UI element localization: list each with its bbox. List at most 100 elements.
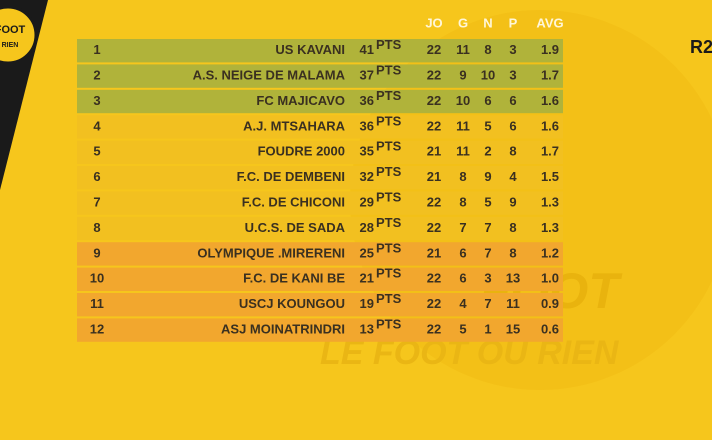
rank: 2 (93, 68, 100, 83)
stat-jo: 22 (427, 93, 441, 108)
stat-jo: 21 (427, 144, 441, 159)
column-header: N (483, 15, 492, 30)
stat-jo: 22 (427, 68, 441, 83)
stat-n: 7 (484, 220, 491, 235)
team-name: A.S. NEIGE DE MALAMA (193, 68, 346, 83)
stat-avg: 1.3 (541, 195, 559, 210)
stat-p: 8 (509, 245, 516, 260)
points: 36 (360, 118, 374, 133)
rank: 1 (93, 42, 100, 57)
stat-n: 7 (484, 245, 491, 260)
stat-n: 5 (484, 195, 491, 210)
stat-p: 8 (509, 144, 516, 159)
points-unit: PTS (376, 164, 402, 179)
points-unit: PTS (376, 215, 402, 230)
points-unit: PTS (376, 291, 402, 306)
row-background (77, 293, 563, 317)
points: 21 (360, 271, 374, 286)
stat-g: 6 (459, 245, 466, 260)
team-name: FC MAJICAVO (256, 93, 345, 108)
rank: 3 (93, 93, 100, 108)
stat-g: 7 (459, 220, 466, 235)
points: 37 (360, 68, 374, 83)
stat-n: 6 (484, 93, 491, 108)
points: 19 (360, 296, 374, 311)
team-name: OLYMPIQUE .MIRERENI (197, 245, 345, 260)
team-name: F.C. DE KANI BE (243, 271, 345, 286)
stat-g: 8 (459, 195, 466, 210)
stat-avg: 1.7 (541, 68, 559, 83)
stat-g: 8 (459, 169, 466, 184)
stat-n: 7 (484, 296, 491, 311)
stat-g: 10 (456, 93, 470, 108)
column-header: JO (425, 15, 442, 30)
column-header: G (458, 15, 468, 30)
stat-avg: 1.6 (541, 118, 559, 133)
stat-avg: 1.6 (541, 93, 559, 108)
rank: 9 (93, 245, 100, 260)
stat-n: 5 (484, 118, 491, 133)
points: 35 (360, 144, 374, 159)
row-background (77, 318, 563, 342)
points-unit: PTS (376, 63, 402, 78)
points-unit: PTS (376, 317, 402, 332)
points-unit: PTS (376, 266, 402, 281)
stat-n: 8 (484, 42, 491, 57)
row-background (77, 140, 563, 164)
team-name: US KAVANI (275, 42, 345, 57)
stat-p: 3 (509, 68, 516, 83)
stat-p: 6 (509, 93, 516, 108)
stat-avg: 1.2 (541, 245, 559, 260)
row-background (77, 216, 563, 241)
points-unit: PTS (376, 113, 402, 128)
stat-avg: 1.5 (541, 169, 559, 184)
stat-p: 11 (506, 296, 520, 311)
stat-jo: 21 (427, 245, 441, 260)
team-name: ASJ MOINATRINDRI (221, 322, 345, 337)
points-unit: PTS (376, 139, 402, 154)
logo-badge (0, 5, 38, 65)
rank: 11 (90, 296, 104, 311)
stat-g: 11 (456, 144, 470, 159)
team-name: F.C. DE CHICONI (242, 195, 345, 210)
row-background (77, 267, 563, 291)
stat-p: 8 (509, 220, 516, 235)
section-label: R2 (690, 37, 712, 57)
stat-n: 2 (484, 144, 491, 159)
row-background (77, 64, 563, 88)
stat-n: 10 (481, 68, 495, 83)
rank: 10 (90, 271, 104, 286)
stat-g: 5 (459, 322, 466, 337)
points: 41 (360, 42, 374, 57)
rank: 12 (90, 322, 104, 337)
row-background (77, 166, 563, 190)
points: 25 (360, 245, 374, 260)
points: 36 (360, 93, 374, 108)
stat-jo: 21 (427, 169, 441, 184)
stat-jo: 22 (427, 271, 441, 286)
points-unit: PTS (376, 190, 402, 205)
logo-bottom: RIEN (2, 42, 19, 49)
stat-avg: 0.6 (541, 322, 559, 337)
stat-avg: 1.0 (541, 271, 559, 286)
stat-g: 4 (459, 296, 467, 311)
points: 29 (360, 195, 374, 210)
team-name: U.C.S. DE SADA (245, 220, 346, 235)
points-unit: PTS (376, 240, 402, 255)
team-name: F.C. DE DEMBENI (237, 169, 345, 184)
stat-jo: 22 (427, 118, 441, 133)
rank: 8 (93, 220, 100, 235)
column-header: P (509, 15, 518, 30)
stat-n: 3 (484, 271, 491, 286)
stat-avg: 1.9 (541, 42, 559, 57)
stat-jo: 22 (427, 296, 441, 311)
column-header: AVG (536, 15, 563, 30)
row-background (77, 191, 563, 215)
stat-g: 6 (459, 271, 466, 286)
row-background (77, 39, 563, 63)
stat-jo: 22 (427, 322, 441, 337)
stat-p: 9 (509, 195, 516, 210)
points: 13 (360, 322, 374, 337)
points-unit: PTS (376, 88, 402, 103)
